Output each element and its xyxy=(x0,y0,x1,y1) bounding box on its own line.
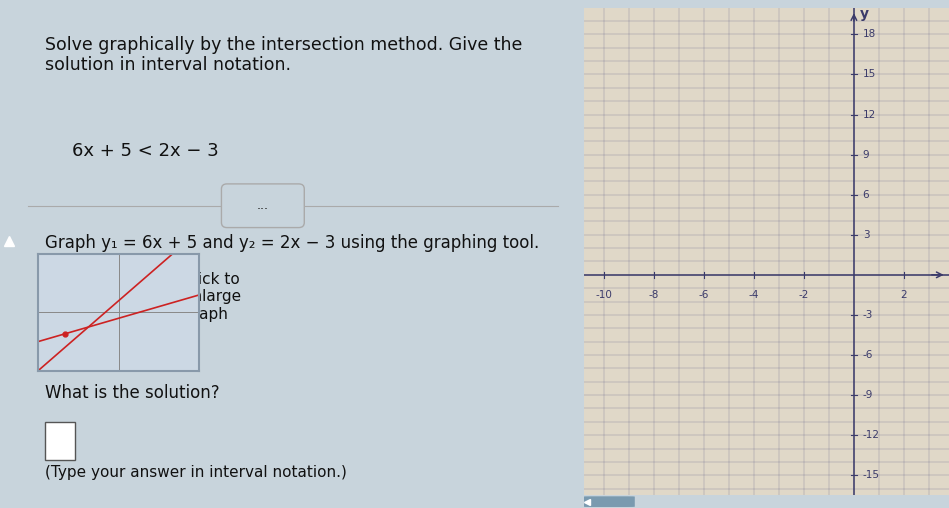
Text: 12: 12 xyxy=(863,110,876,119)
Text: 2: 2 xyxy=(901,290,907,300)
Text: 18: 18 xyxy=(863,29,876,39)
Text: 9: 9 xyxy=(863,149,869,160)
FancyBboxPatch shape xyxy=(584,496,635,507)
Text: 6x + 5 < 2x − 3: 6x + 5 < 2x − 3 xyxy=(72,142,219,160)
Text: (Type your answer in interval notation.): (Type your answer in interval notation.) xyxy=(45,465,346,480)
Text: Solve graphically by the intersection method. Give the
solution in interval nota: Solve graphically by the intersection me… xyxy=(45,36,522,74)
FancyBboxPatch shape xyxy=(45,422,75,460)
Text: 15: 15 xyxy=(863,70,876,79)
FancyBboxPatch shape xyxy=(221,184,305,228)
Text: 3: 3 xyxy=(863,230,869,240)
Text: -3: -3 xyxy=(863,310,873,320)
Text: ...: ... xyxy=(257,199,269,212)
Text: 6: 6 xyxy=(863,189,869,200)
Text: -8: -8 xyxy=(648,290,659,300)
Text: -4: -4 xyxy=(749,290,759,300)
Text: -6: -6 xyxy=(698,290,709,300)
Text: -2: -2 xyxy=(799,290,809,300)
Text: Graph y₁ = 6x + 5 and y₂ = 2x − 3 using the graphing tool.: Graph y₁ = 6x + 5 and y₂ = 2x − 3 using … xyxy=(45,234,539,251)
Text: -15: -15 xyxy=(863,470,880,480)
Text: -10: -10 xyxy=(595,290,612,300)
Text: What is the solution?: What is the solution? xyxy=(45,384,219,401)
Text: y: y xyxy=(860,7,869,21)
Text: -6: -6 xyxy=(863,350,873,360)
Text: Click to
enlarge
graph: Click to enlarge graph xyxy=(183,272,241,322)
Text: -9: -9 xyxy=(863,390,873,400)
Text: -12: -12 xyxy=(863,430,880,440)
